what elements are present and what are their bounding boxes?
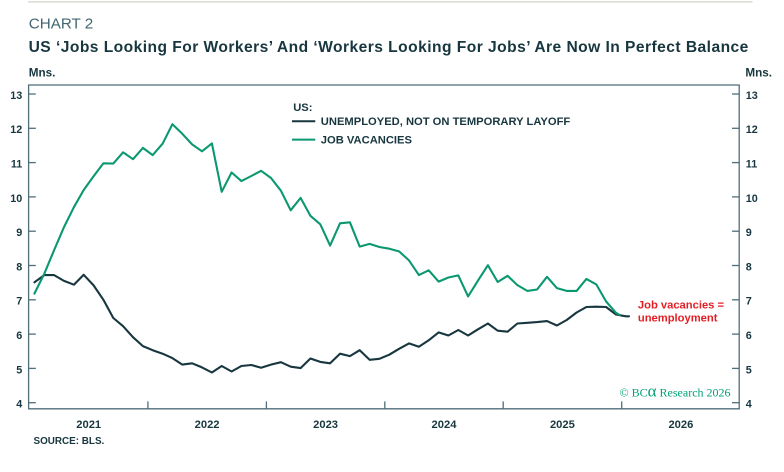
svg-text:7: 7: [16, 296, 22, 308]
svg-text:US ‘Jobs Looking For Workers’: US ‘Jobs Looking For Workers’ And ‘Worke…: [29, 39, 749, 56]
svg-text:Job vacancies =: Job vacancies =: [638, 299, 725, 311]
svg-text:7: 7: [746, 296, 752, 308]
svg-text:8: 8: [746, 261, 752, 273]
svg-text:13: 13: [10, 90, 22, 102]
svg-text:JOB VACANCIES: JOB VACANCIES: [321, 134, 413, 146]
svg-text:8: 8: [16, 261, 22, 273]
svg-text:SOURCE: BLS.: SOURCE: BLS.: [34, 436, 105, 447]
svg-text:2026: 2026: [668, 419, 693, 431]
svg-text:10: 10: [10, 193, 22, 205]
svg-text:2021: 2021: [76, 419, 101, 431]
svg-text:© BCα Research 2026: © BCα Research 2026: [620, 382, 731, 401]
svg-text:2022: 2022: [195, 419, 220, 431]
svg-text:11: 11: [746, 159, 757, 171]
svg-text:5: 5: [746, 364, 752, 376]
svg-text:CHART 2: CHART 2: [29, 16, 93, 33]
svg-text:UNEMPLOYED, NOT ON TEMPORARY L: UNEMPLOYED, NOT ON TEMPORARY LAYOFF: [321, 116, 571, 128]
svg-text:4: 4: [746, 399, 752, 411]
svg-text:4: 4: [16, 399, 22, 411]
svg-text:12: 12: [746, 124, 758, 136]
svg-text:unemployment: unemployment: [638, 312, 718, 324]
svg-text:12: 12: [10, 124, 22, 136]
svg-text:11: 11: [11, 159, 22, 171]
svg-text:Mns.: Mns.: [745, 67, 772, 80]
svg-text:13: 13: [746, 90, 758, 102]
svg-text:2024: 2024: [432, 419, 458, 431]
svg-text:9: 9: [746, 227, 752, 239]
svg-text:US:: US:: [293, 102, 312, 114]
svg-text:2023: 2023: [313, 419, 338, 431]
svg-text:Mns.: Mns.: [29, 67, 56, 80]
svg-text:2025: 2025: [550, 419, 575, 431]
svg-text:9: 9: [16, 227, 22, 239]
svg-text:5: 5: [16, 364, 22, 376]
svg-text:6: 6: [746, 330, 752, 342]
svg-text:10: 10: [746, 193, 758, 205]
svg-text:6: 6: [16, 330, 22, 342]
